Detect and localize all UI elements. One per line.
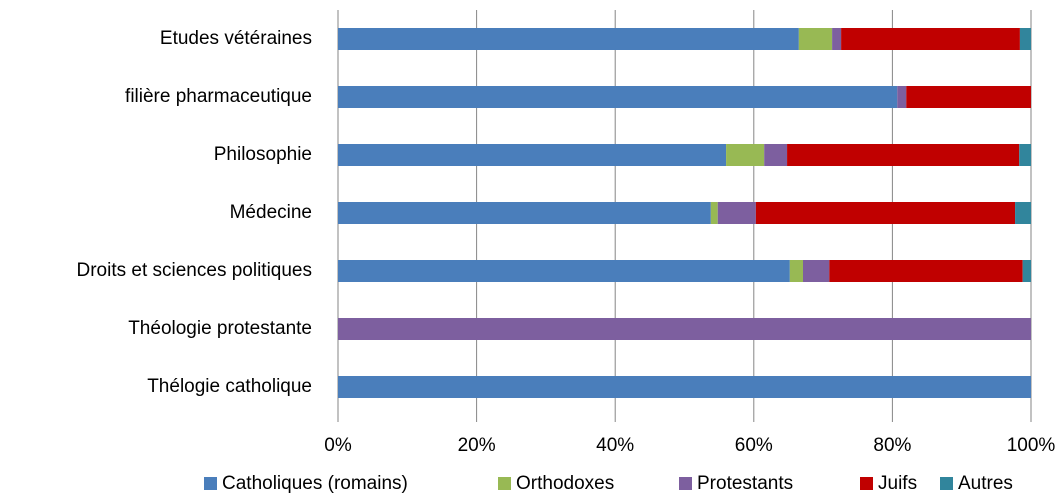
bar-segment xyxy=(897,86,907,108)
bar-segment xyxy=(717,202,756,224)
x-tick-label: 20% xyxy=(458,435,496,456)
bar-segment xyxy=(906,86,1031,108)
x-tick-label: 60% xyxy=(735,435,773,456)
y-tick-label: Thélogie catholique xyxy=(147,376,312,397)
bar-segment xyxy=(338,376,1031,398)
bar-segment xyxy=(726,144,765,166)
bar-segment xyxy=(338,86,898,108)
bar-segment xyxy=(787,144,1020,166)
legend-label: Catholiques (romains) xyxy=(222,473,408,494)
y-tick-label: Droits et sciences politiques xyxy=(77,260,313,281)
bar-segment xyxy=(1019,144,1031,166)
legend-swatch xyxy=(498,477,511,490)
legend-swatch xyxy=(860,477,873,490)
x-tick-label: 100% xyxy=(1007,435,1056,456)
legend-swatch xyxy=(204,477,217,490)
bar-segment xyxy=(338,28,799,50)
bar-segment xyxy=(789,260,804,282)
bar-segment xyxy=(1015,202,1031,224)
y-tick-label: Philosophie xyxy=(214,144,312,165)
bar-segment xyxy=(803,260,830,282)
bar-segment xyxy=(841,28,1020,50)
bar-segment xyxy=(832,28,842,50)
legend-label: Orthodoxes xyxy=(516,473,614,494)
bar-segment xyxy=(1022,260,1031,282)
y-tick-label: Etudes vétéraines xyxy=(160,28,312,49)
legend-swatch xyxy=(940,477,953,490)
y-tick-label: filière pharmaceutique xyxy=(125,86,312,107)
y-tick-label: Médecine xyxy=(230,202,312,223)
bar-segment xyxy=(829,260,1023,282)
legend-label: Juifs xyxy=(878,473,917,494)
legend-label: Protestants xyxy=(697,473,793,494)
bar-segment xyxy=(798,28,833,50)
bar-segment xyxy=(338,260,790,282)
bar-segment xyxy=(338,318,1031,340)
y-tick-label: Théologie protestante xyxy=(128,318,312,339)
bar-segment xyxy=(1019,28,1031,50)
bar-segment xyxy=(338,144,727,166)
x-tick-label: 40% xyxy=(596,435,634,456)
bar-segment xyxy=(338,202,711,224)
x-tick-label: 80% xyxy=(873,435,911,456)
legend-label: Autres xyxy=(958,473,1013,494)
legend-swatch xyxy=(679,477,692,490)
bar-segment xyxy=(764,144,788,166)
bar-segment xyxy=(710,202,718,224)
x-tick-label: 0% xyxy=(324,435,352,456)
bar-segment xyxy=(755,202,1016,224)
